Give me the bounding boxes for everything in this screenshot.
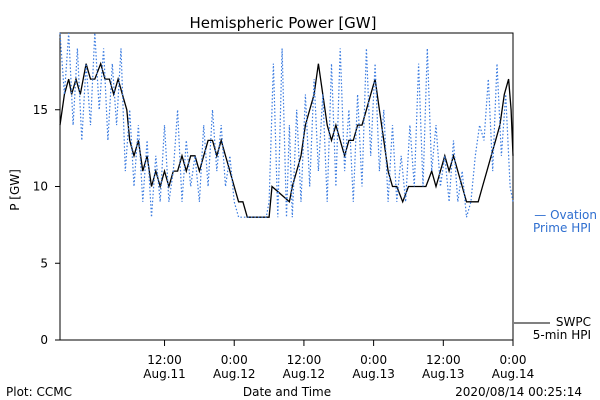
x-tick-time-label: 0:00 — [500, 353, 527, 367]
x-tick-time-label: 12:00 — [426, 353, 461, 367]
x-tick-time-label: 12:00 — [287, 353, 322, 367]
x-tick-date-label: Aug.12 — [283, 367, 326, 381]
y-tick-label: 10 — [33, 180, 48, 194]
footer-plot-source: Plot: CCMC — [6, 385, 72, 399]
x-tick-date-label: Aug.11 — [143, 367, 186, 381]
legend-ovation-line1: — Ovation — [534, 208, 597, 222]
x-tick-date-label: Aug.12 — [213, 367, 256, 381]
x-tick-date-label: Aug.13 — [352, 367, 395, 381]
x-tick-date-label: Aug.13 — [422, 367, 465, 381]
x-tick-date-label: Aug.14 — [492, 367, 535, 381]
x-tick-time-label: 0:00 — [221, 353, 248, 367]
series-layer — [59, 32, 514, 218]
y-tick-label: 5 — [40, 256, 48, 270]
legend-ovation-line2: Prime HPI — [533, 221, 591, 235]
y-tick-label: 0 — [40, 333, 48, 347]
footer-timestamp: 2020/08/14 00:25:14 — [455, 385, 582, 399]
plot-area — [59, 32, 514, 341]
series-swpc-line — [59, 61, 514, 218]
x-axis: 12:00Aug.110:00Aug.1212:00Aug.120:00Aug.… — [143, 340, 534, 381]
chart-title: Hemispheric Power [GW] — [190, 14, 377, 32]
x-tick-time-label: 0:00 — [360, 353, 387, 367]
y-tick-label: 15 — [33, 103, 48, 117]
y-axis: 0 5 10 15 — [33, 103, 60, 347]
plot-frame — [59, 32, 514, 341]
legend-swpc-line1: SWPC — [556, 315, 591, 329]
legend-swpc-line2: 5-min HPI — [533, 328, 591, 342]
y-axis-label: P [GW] — [8, 169, 22, 211]
x-axis-label: Date and Time — [243, 385, 331, 399]
series-ovation-line — [59, 32, 514, 218]
x-tick-time-label: 12:00 — [147, 353, 182, 367]
